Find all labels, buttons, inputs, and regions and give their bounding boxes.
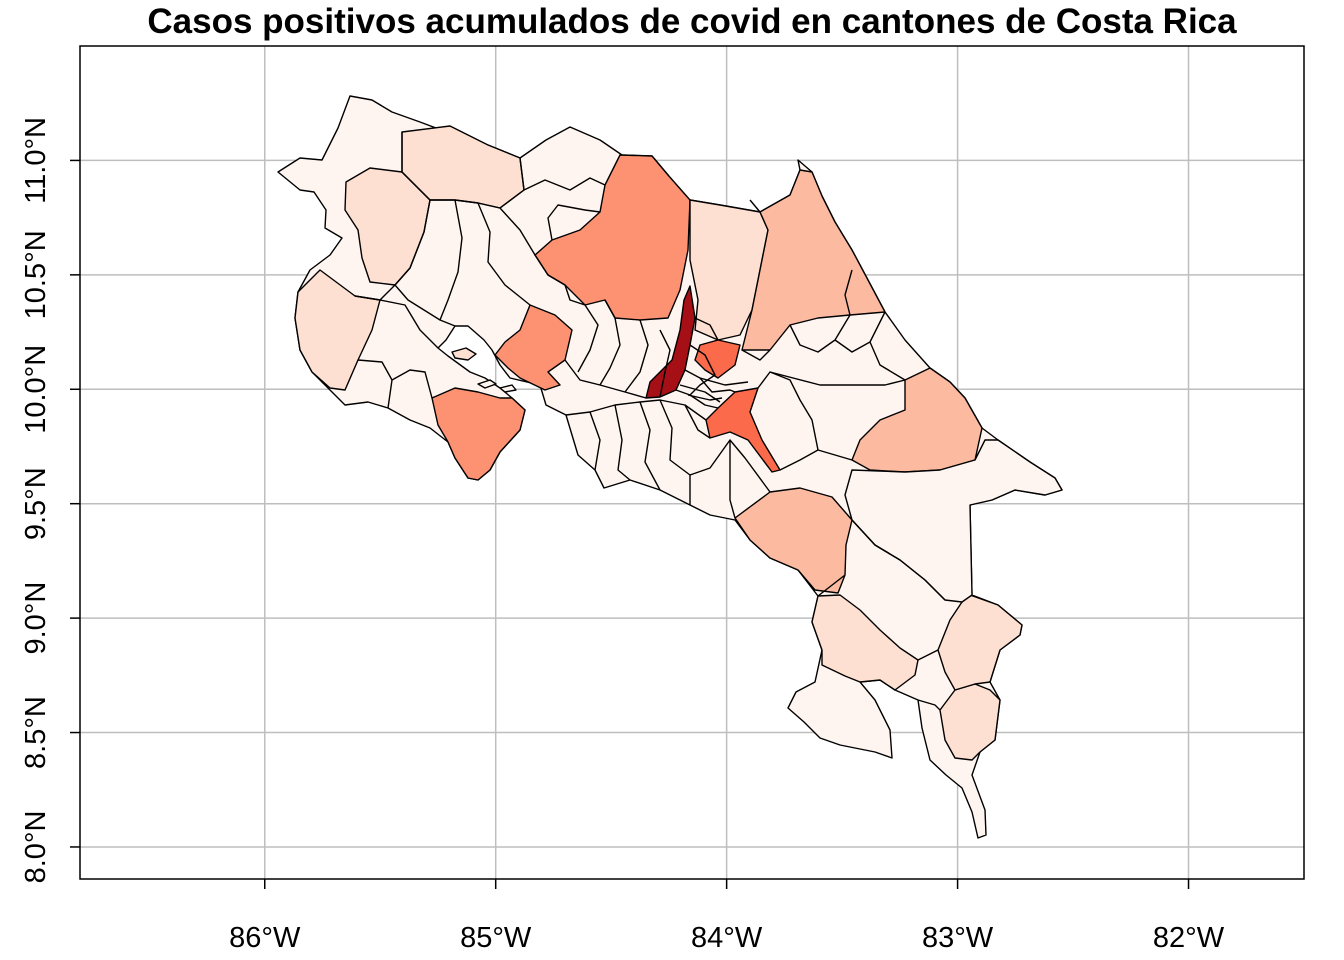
boundary-line <box>741 349 771 361</box>
boundary-line <box>917 649 939 661</box>
boundary-line <box>401 132 525 209</box>
x-tick-label: 86°W <box>229 922 301 954</box>
boundary-line <box>789 314 851 353</box>
boundary-line <box>749 199 761 213</box>
boundary-line <box>357 359 393 409</box>
y-tick-label: 8.0°N <box>20 811 52 884</box>
y-tick-label: 9.0°N <box>20 582 52 655</box>
boundary-line <box>917 699 941 711</box>
canton-layer <box>277 95 1063 839</box>
latitude-axis: 8.0°N 8.5°N 9.0°N 9.5°N 10.0°N 10.5°N 11.0°N <box>20 117 80 883</box>
boundary-line <box>564 284 599 373</box>
boundary-line <box>589 411 601 471</box>
longitude-axis: 86°W 85°W 84°W 83°W 82°W <box>229 879 1225 954</box>
boundary-line <box>694 317 719 341</box>
x-tick-label: 85°W <box>460 922 532 954</box>
boundary-line <box>729 439 771 493</box>
boundary-line <box>769 371 906 386</box>
boundary-line <box>689 394 719 409</box>
boundary-line <box>679 384 721 403</box>
boundary-line <box>844 269 853 316</box>
boundary-line <box>851 519 946 601</box>
canton-coto-brus <box>937 594 1023 691</box>
boundary-line <box>659 329 671 398</box>
boundary-line <box>614 404 631 481</box>
island <box>477 379 497 389</box>
canton-osa-buenos-aires-edge <box>811 594 919 691</box>
canton-nicoya-peninsula-south <box>431 387 526 481</box>
canton-nicoya-peninsula-west <box>294 269 381 391</box>
y-tick-label: 10.5°N <box>20 230 52 319</box>
island <box>451 347 477 361</box>
boundary-line <box>564 359 647 399</box>
boundary-line <box>757 371 819 451</box>
island <box>499 384 517 393</box>
boundary-line <box>639 401 661 491</box>
canton-boundaries <box>354 132 946 711</box>
canton-cartago-corridor <box>705 387 781 473</box>
canton-sarapiqui <box>741 169 886 351</box>
y-tick-label: 8.5°N <box>20 696 52 769</box>
boundary-line <box>779 449 853 471</box>
map-title: Casos positivos acumulados de covid en c… <box>147 2 1237 41</box>
plot-frame <box>79 45 1305 880</box>
canton-puntarenas-coastal <box>494 304 573 391</box>
x-tick-label: 82°W <box>1153 922 1225 954</box>
x-tick-label: 83°W <box>922 922 994 954</box>
boundary-line <box>684 369 736 393</box>
boundary-line <box>624 319 649 393</box>
boundary-line <box>499 207 566 286</box>
boundary-line <box>659 399 691 505</box>
boundary-line <box>523 177 606 191</box>
y-tick-label: 10.0°N <box>20 345 52 434</box>
boundary-line <box>834 311 886 353</box>
boundary-line <box>684 404 711 439</box>
boundary-line <box>869 341 906 381</box>
x-tick-label: 84°W <box>691 922 763 954</box>
y-tick-label: 11.0°N <box>20 117 52 204</box>
canton-guatuso-east <box>689 199 769 341</box>
boundary-line <box>817 574 846 597</box>
canton-puriscal-cluster <box>694 339 741 379</box>
boundary-line <box>699 377 749 386</box>
canton-san-jose-central <box>645 285 696 399</box>
boundary-line <box>547 204 601 241</box>
boundary-line <box>477 202 531 306</box>
boundary-line <box>391 369 433 399</box>
boundary-line <box>439 199 463 321</box>
boundary-line <box>379 299 439 349</box>
boundary-line <box>687 394 723 401</box>
y-tick-label: 9.5°N <box>20 467 52 540</box>
boundary-line <box>599 299 621 386</box>
